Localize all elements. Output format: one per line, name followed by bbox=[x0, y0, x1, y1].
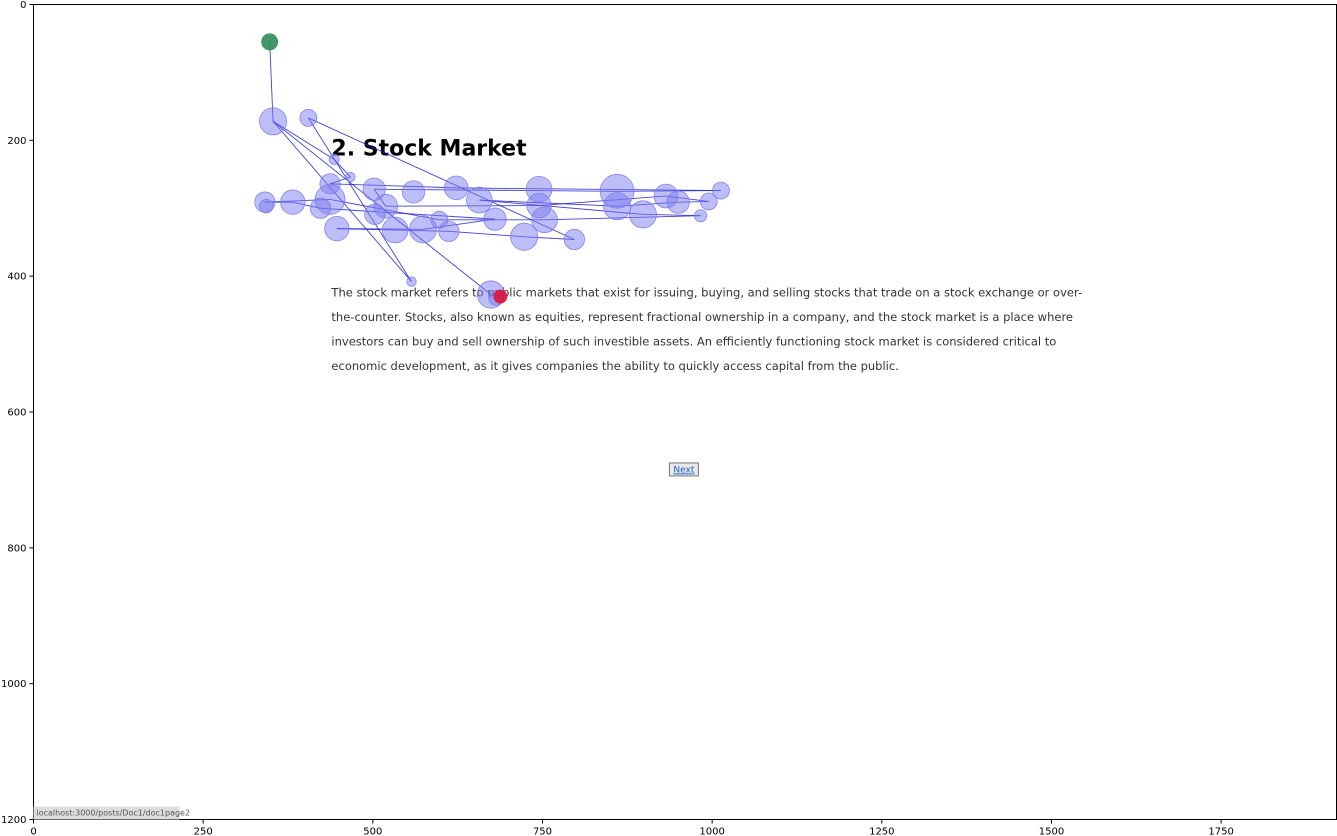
x-tick-label: 1000 bbox=[699, 827, 724, 836]
y-tick-label: 0 bbox=[20, 0, 26, 11]
fixation-point bbox=[628, 200, 657, 229]
scanpath-segment bbox=[308, 117, 575, 240]
next-button-frame[interactable] bbox=[668, 462, 699, 477]
x-axis-ticks: 0 250 500 750 1000 1250 1500 1750 bbox=[30, 819, 1234, 836]
x-tick-label: 250 bbox=[194, 827, 213, 836]
y-tick-label: 600 bbox=[7, 408, 26, 419]
status-url: localhost:3000/posts/Doc1/doc1page2 bbox=[37, 809, 191, 818]
y-tick-label: 400 bbox=[7, 272, 26, 283]
paragraph-line: the-counter. Stocks, also known as equit… bbox=[331, 310, 1073, 324]
scanpath-segment bbox=[385, 205, 540, 207]
next-button-label[interactable]: Next bbox=[673, 465, 694, 475]
fixation-point bbox=[712, 181, 730, 200]
fixation-point bbox=[466, 186, 493, 214]
fixation-point bbox=[309, 197, 332, 219]
x-tick-label: 500 bbox=[363, 827, 382, 836]
fixation-point bbox=[259, 199, 274, 214]
status-bar: localhost:3000/posts/Doc1/doc1page2 bbox=[33, 806, 191, 820]
fixation-point bbox=[603, 192, 632, 221]
fixation-point bbox=[406, 276, 417, 287]
x-tick-label: 0 bbox=[30, 827, 36, 836]
fixation-point bbox=[362, 177, 386, 201]
x-tick-label: 750 bbox=[533, 827, 552, 836]
scanpath-segment bbox=[330, 183, 457, 189]
next-button[interactable]: Next bbox=[668, 462, 699, 477]
fixation-circles bbox=[254, 107, 730, 309]
fixation-point bbox=[280, 189, 306, 215]
x-tick-label: 1250 bbox=[869, 827, 894, 836]
fixation-point bbox=[328, 153, 340, 165]
fixation-point bbox=[324, 216, 350, 242]
paragraph-line: The stock market refers to public market… bbox=[330, 286, 1082, 300]
x-tick-label: 1500 bbox=[1039, 827, 1064, 836]
y-tick-label: 200 bbox=[7, 136, 26, 147]
start-end-markers bbox=[261, 33, 508, 304]
fixation-point bbox=[510, 222, 539, 251]
fixation-point bbox=[299, 109, 318, 127]
fixation-point bbox=[483, 207, 507, 231]
page-content: 2. Stock Market The stock market refers … bbox=[330, 136, 1082, 477]
page-heading: 2. Stock Market bbox=[331, 136, 527, 161]
scanpath-segment bbox=[456, 187, 721, 192]
y-axis-ticks: 0 200 400 600 800 1000 1200 bbox=[1, 0, 34, 826]
fixation-point bbox=[401, 180, 426, 204]
paragraph-line: economic development, as it gives compan… bbox=[331, 359, 898, 373]
paragraph-line: investors can buy and sell ownership of … bbox=[331, 334, 1056, 348]
plot-frame bbox=[33, 4, 1337, 820]
fixation-point bbox=[259, 107, 288, 136]
fixation-point bbox=[345, 171, 356, 183]
fixation-point bbox=[694, 209, 708, 223]
fixation-point bbox=[381, 216, 409, 244]
fixation-point bbox=[409, 215, 438, 244]
fixation-point bbox=[699, 192, 718, 211]
y-tick-label: 1000 bbox=[1, 679, 26, 690]
x-tick-label: 1750 bbox=[1208, 827, 1233, 836]
status-bar-bg bbox=[33, 806, 180, 820]
y-tick-label: 1200 bbox=[1, 815, 26, 826]
fixation-point bbox=[364, 203, 386, 225]
fixation-point bbox=[444, 175, 469, 201]
fixation-point bbox=[666, 190, 690, 214]
start-point bbox=[261, 33, 279, 51]
scanpath-segment bbox=[307, 117, 412, 282]
page-paragraph: The stock market refers to public market… bbox=[330, 286, 1082, 373]
fixation-point bbox=[531, 206, 558, 234]
fixation-point bbox=[563, 228, 585, 251]
y-tick-label: 800 bbox=[7, 543, 26, 554]
end-point bbox=[493, 289, 508, 304]
